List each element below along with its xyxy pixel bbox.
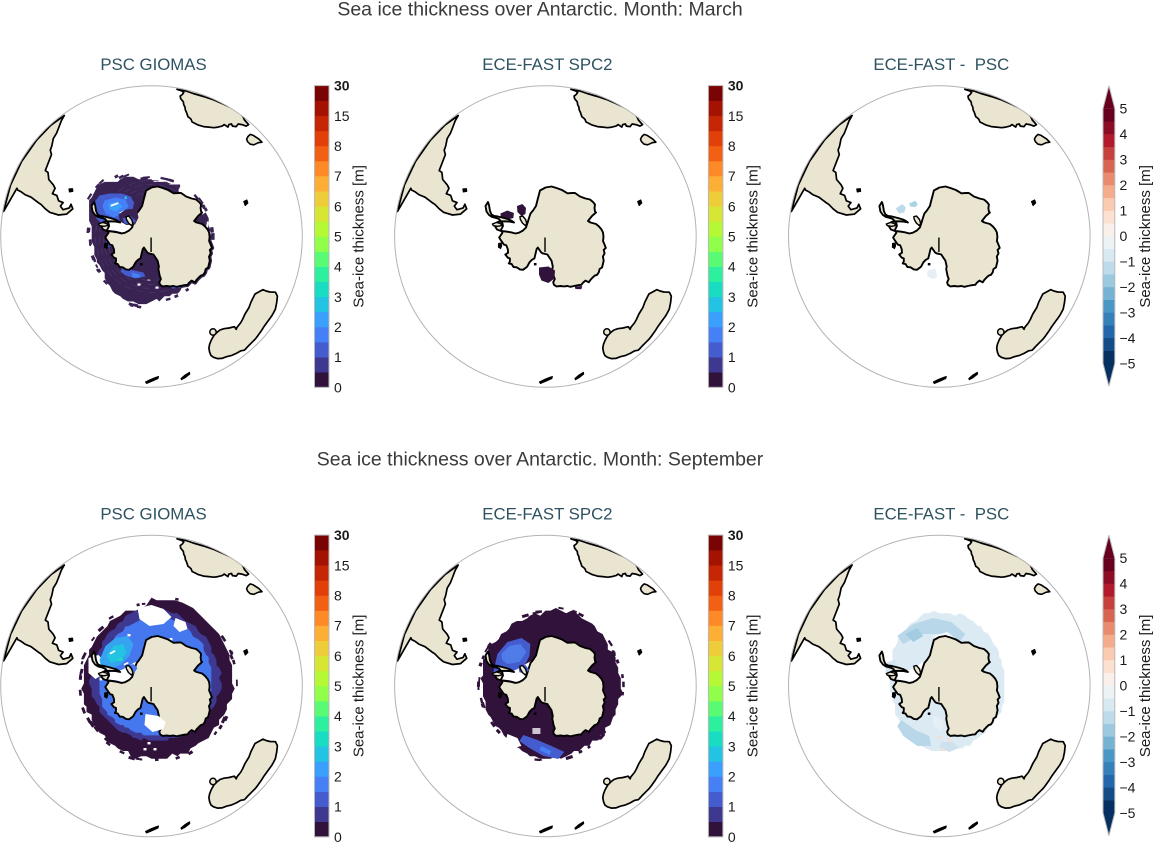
svg-text:4: 4 xyxy=(334,259,342,275)
svg-text:5: 5 xyxy=(728,678,736,694)
svg-text:8: 8 xyxy=(728,587,736,603)
svg-text:Sea-ice thickness [m]: Sea-ice thickness [m] xyxy=(744,615,761,758)
svg-text:PSC GIOMAS: PSC GIOMAS xyxy=(100,505,206,524)
svg-text:7: 7 xyxy=(728,168,736,184)
svg-text:6: 6 xyxy=(728,648,736,664)
svg-text:4: 4 xyxy=(728,259,736,275)
svg-text:3: 3 xyxy=(1120,152,1128,168)
svg-text:4: 4 xyxy=(334,708,342,724)
svg-text:2: 2 xyxy=(728,769,736,785)
svg-text:8: 8 xyxy=(334,138,342,154)
svg-text:−3: −3 xyxy=(1120,754,1136,770)
svg-text:15: 15 xyxy=(728,557,744,573)
svg-text:Sea-ice thickness [m]: Sea-ice thickness [m] xyxy=(351,615,368,758)
svg-text:15: 15 xyxy=(728,108,744,124)
svg-text:−5: −5 xyxy=(1120,805,1136,821)
svg-text:3: 3 xyxy=(728,738,736,754)
svg-text:5: 5 xyxy=(334,678,342,694)
svg-text:0: 0 xyxy=(1120,678,1128,694)
svg-text:3: 3 xyxy=(334,738,342,754)
svg-text:Sea ice thickness over Antarct: Sea ice thickness over Antarctic. Month:… xyxy=(317,449,764,471)
svg-text:0: 0 xyxy=(334,829,342,844)
svg-text:Sea ice thickness over Antarct: Sea ice thickness over Antarctic. Month:… xyxy=(337,0,742,21)
svg-text:−1: −1 xyxy=(1120,253,1136,269)
svg-text:30: 30 xyxy=(334,527,350,543)
svg-text:Sea-ice thickness [m]: Sea-ice thickness [m] xyxy=(1137,165,1154,308)
svg-text:ECE-FAST SPC2: ECE-FAST SPC2 xyxy=(482,55,612,74)
svg-text:8: 8 xyxy=(728,138,736,154)
svg-text:Sea-ice thickness [m]: Sea-ice thickness [m] xyxy=(351,165,368,308)
svg-text:1: 1 xyxy=(1120,652,1128,668)
svg-text:15: 15 xyxy=(334,557,350,573)
svg-text:4: 4 xyxy=(728,708,736,724)
svg-text:5: 5 xyxy=(334,228,342,244)
svg-text:5: 5 xyxy=(1120,550,1128,566)
svg-text:−4: −4 xyxy=(1120,330,1136,346)
svg-text:2: 2 xyxy=(1120,177,1128,193)
svg-text:0: 0 xyxy=(334,379,342,395)
svg-text:1: 1 xyxy=(334,349,342,365)
svg-text:Sea-ice thickness [m]: Sea-ice thickness [m] xyxy=(744,165,761,308)
svg-text:1: 1 xyxy=(334,799,342,815)
svg-text:30: 30 xyxy=(334,78,350,94)
svg-text:4: 4 xyxy=(1120,126,1128,142)
svg-text:−4: −4 xyxy=(1120,779,1136,795)
svg-text:3: 3 xyxy=(1120,601,1128,617)
svg-text:7: 7 xyxy=(334,168,342,184)
svg-text:7: 7 xyxy=(728,618,736,634)
svg-text:1: 1 xyxy=(728,799,736,815)
svg-text:−3: −3 xyxy=(1120,304,1136,320)
svg-text:0: 0 xyxy=(728,829,736,844)
svg-text:15: 15 xyxy=(334,108,350,124)
svg-text:1: 1 xyxy=(728,349,736,365)
svg-text:6: 6 xyxy=(728,198,736,214)
svg-text:30: 30 xyxy=(728,527,744,543)
svg-text:ECE-FAST - PSC: ECE-FAST - PSC xyxy=(873,55,1009,74)
svg-text:Sea-ice thickness [m]: Sea-ice thickness [m] xyxy=(1137,615,1154,758)
svg-text:2: 2 xyxy=(334,769,342,785)
svg-text:8: 8 xyxy=(334,587,342,603)
svg-text:3: 3 xyxy=(728,289,736,305)
svg-text:0: 0 xyxy=(1120,228,1128,244)
svg-text:2: 2 xyxy=(1120,627,1128,643)
svg-text:2: 2 xyxy=(728,319,736,335)
svg-text:5: 5 xyxy=(1120,101,1128,117)
svg-text:4: 4 xyxy=(1120,576,1128,592)
svg-text:2: 2 xyxy=(334,319,342,335)
svg-text:0: 0 xyxy=(728,379,736,395)
svg-text:−2: −2 xyxy=(1120,279,1136,295)
svg-text:1: 1 xyxy=(1120,203,1128,219)
svg-text:30: 30 xyxy=(728,78,744,94)
svg-text:ECE-FAST - PSC: ECE-FAST - PSC xyxy=(873,505,1009,524)
svg-text:−2: −2 xyxy=(1120,728,1136,744)
svg-text:PSC GIOMAS: PSC GIOMAS xyxy=(100,55,206,74)
svg-text:7: 7 xyxy=(334,618,342,634)
svg-text:ECE-FAST SPC2: ECE-FAST SPC2 xyxy=(482,505,612,524)
svg-text:3: 3 xyxy=(334,289,342,305)
svg-text:5: 5 xyxy=(728,228,736,244)
svg-text:−5: −5 xyxy=(1120,355,1136,371)
svg-text:6: 6 xyxy=(334,198,342,214)
svg-text:−1: −1 xyxy=(1120,703,1136,719)
svg-text:6: 6 xyxy=(334,648,342,664)
